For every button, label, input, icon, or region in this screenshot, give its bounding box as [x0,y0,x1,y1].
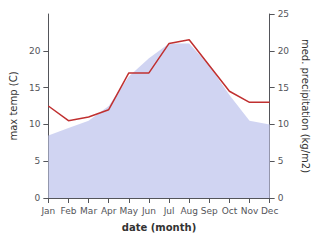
svg-text:Jul: Jul [163,206,175,216]
svg-text:max temp (C): max temp (C) [8,71,19,140]
svg-text:15: 15 [29,83,40,93]
svg-text:5: 5 [278,156,284,166]
svg-text:20: 20 [29,46,41,56]
svg-text:10: 10 [29,119,41,129]
svg-text:med. precipitation (kg/m2): med. precipitation (kg/m2) [300,39,311,173]
svg-text:Oct: Oct [222,206,238,216]
svg-text:10: 10 [278,119,290,129]
svg-text:0: 0 [278,193,284,203]
svg-text:Aug: Aug [180,206,198,216]
svg-text:Nov: Nov [241,206,259,216]
svg-text:Sep: Sep [201,206,218,216]
svg-text:20: 20 [278,46,290,56]
svg-text:date (month): date (month) [122,222,196,233]
svg-text:5: 5 [35,156,41,166]
svg-text:Jun: Jun [141,206,156,216]
svg-text:Apr: Apr [101,206,117,216]
svg-text:Mar: Mar [80,206,97,216]
svg-text:0: 0 [35,193,41,203]
svg-text:25: 25 [278,9,289,19]
svg-text:Dec: Dec [261,206,278,216]
svg-text:Jan: Jan [40,206,55,216]
svg-text:15: 15 [278,83,289,93]
svg-text:May: May [120,206,139,216]
svg-text:Feb: Feb [61,206,77,216]
